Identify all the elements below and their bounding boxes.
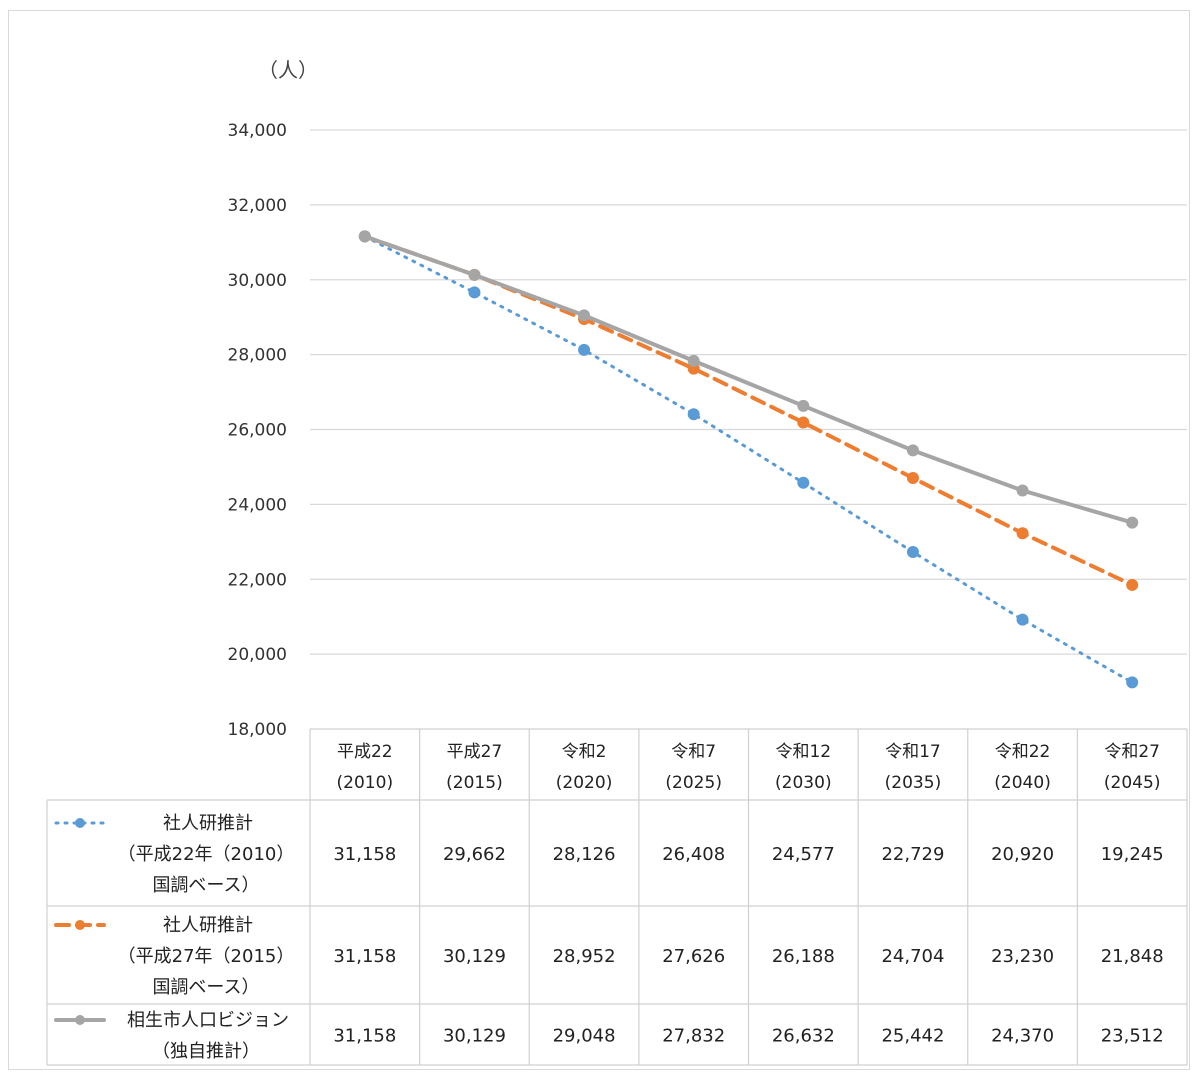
table-cell-value: 29,662 (443, 844, 506, 865)
table-cell-value: 19,245 (1101, 844, 1164, 865)
x-category-year: (2010) (337, 773, 394, 793)
x-category-year: (2045) (1104, 773, 1161, 793)
table-cell-value: 29,048 (553, 1026, 616, 1047)
table-cell-value: 30,129 (443, 1026, 506, 1047)
table-cell-value: 26,632 (772, 1026, 835, 1047)
y-tick-label: 22,000 (228, 570, 287, 590)
x-category-year: (2035) (885, 773, 942, 793)
y-tick-label: 28,000 (228, 346, 287, 366)
legend-key-marker (75, 920, 85, 930)
data-point-s1 (578, 343, 591, 356)
x-category-year: (2030) (775, 773, 832, 793)
data-point-s3 (906, 444, 919, 457)
legend-series-name: 相生市人口ビジョン (127, 1010, 289, 1031)
data-point-s1 (1126, 676, 1139, 689)
table-cell-value: 24,577 (772, 844, 835, 865)
x-category-label: 令和12 (775, 742, 831, 762)
legend-series-name: （独自推計） (152, 1041, 260, 1062)
table-cell-value: 21,848 (1101, 946, 1164, 967)
table-cell-value: 28,126 (553, 844, 616, 865)
table-cell-value: 20,920 (991, 844, 1054, 865)
x-category-label: 令和27 (1104, 742, 1160, 762)
table-cell-value: 27,832 (662, 1026, 725, 1047)
data-point-s1 (1016, 613, 1029, 626)
x-category-label: 令和2 (562, 742, 607, 762)
data-point-s1 (687, 408, 700, 421)
legend-series-name: 国調ベース） (152, 875, 259, 896)
legend-key-marker (75, 1015, 85, 1025)
data-point-s3 (797, 399, 810, 412)
legend-series-name: 社人研推計 (163, 813, 253, 834)
table-cell-value: 30,129 (443, 946, 506, 967)
table-cell-value: 25,442 (881, 1026, 944, 1047)
data-point-s3 (468, 268, 481, 281)
table-cell-value: 23,512 (1101, 1026, 1164, 1047)
legend-series-name: （平成22年（2010） (118, 844, 295, 865)
y-tick-label: 18,000 (228, 720, 287, 740)
x-category-label: 平成27 (447, 742, 503, 762)
legend-key-marker (75, 818, 85, 828)
chart-frame (8, 10, 1190, 1070)
table-cell-value: 24,370 (991, 1026, 1054, 1047)
table-cell-value: 31,158 (333, 1026, 396, 1047)
data-point-s2 (1126, 578, 1139, 591)
x-category-label: 令和7 (671, 742, 716, 762)
x-category-year: (2020) (556, 773, 613, 793)
y-tick-label: 34,000 (228, 121, 287, 141)
y-tick-label: 24,000 (228, 495, 287, 515)
y-unit-label: （人） (258, 58, 318, 82)
data-point-s1 (468, 286, 481, 299)
x-category-label: 平成22 (337, 742, 393, 762)
table-cell-value: 24,704 (881, 946, 944, 967)
x-category-year: (2040) (994, 773, 1051, 793)
data-point-s2 (906, 472, 919, 485)
data-point-s3 (578, 309, 591, 322)
x-category-label: 令和17 (885, 742, 941, 762)
data-point-s1 (906, 545, 919, 558)
data-point-s3 (687, 354, 700, 367)
legend-series-name: 社人研推計 (163, 915, 253, 936)
y-tick-label: 26,000 (228, 421, 287, 441)
table-cell-value: 23,230 (991, 946, 1054, 967)
table-cell-value: 27,626 (662, 946, 725, 967)
data-point-s3 (358, 230, 371, 243)
series-line-3 (362, 234, 1135, 525)
table-cell-value: 31,158 (333, 844, 396, 865)
y-tick-label: 30,000 (228, 271, 287, 291)
series-line-1 (363, 234, 1134, 684)
x-category-year: (2015) (446, 773, 503, 793)
data-point-s3 (1016, 484, 1029, 497)
table-cell-value: 31,158 (333, 946, 396, 967)
y-tick-label: 32,000 (228, 196, 287, 216)
data-point-s1 (797, 476, 810, 489)
table-cell-value: 26,188 (772, 946, 835, 967)
data-point-s2 (1016, 527, 1029, 540)
table-cell-value: 28,952 (553, 946, 616, 967)
data-point-s3 (1126, 516, 1139, 529)
table-cell-value: 22,729 (881, 844, 944, 865)
legend-series-name: （平成27年（2015） (118, 946, 295, 967)
x-category-label: 令和22 (995, 742, 1051, 762)
data-point-s2 (797, 416, 810, 429)
legend-series-name: 国調ベース） (152, 977, 259, 998)
y-tick-label: 20,000 (228, 645, 287, 665)
table-cell-value: 26,408 (662, 844, 725, 865)
x-category-year: (2025) (665, 773, 722, 793)
